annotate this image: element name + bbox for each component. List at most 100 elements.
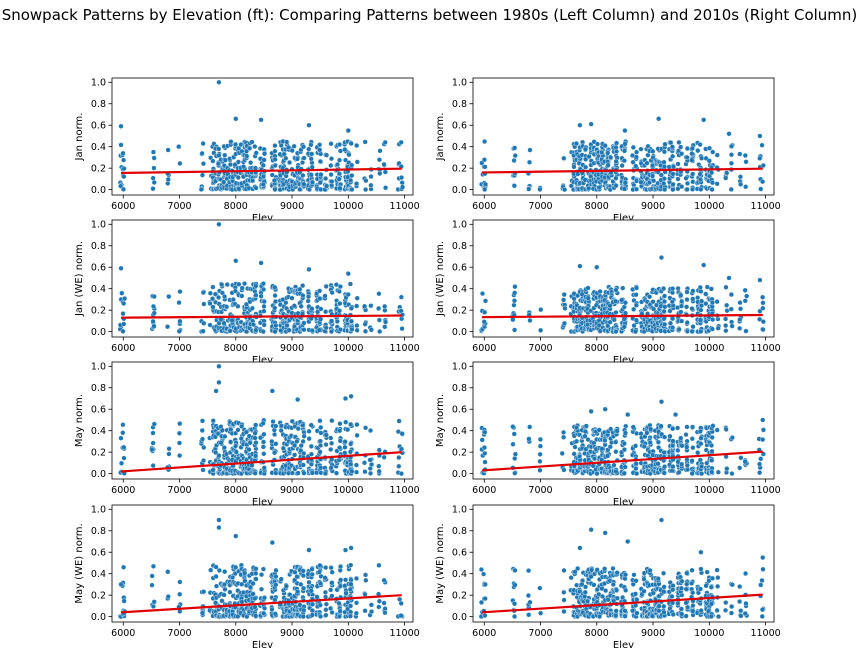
data-point	[376, 291, 382, 297]
data-point	[348, 461, 354, 467]
data-point	[527, 424, 533, 430]
data-point	[221, 293, 228, 300]
data-point	[343, 419, 349, 425]
data-point	[200, 161, 207, 167]
data-point	[260, 439, 267, 445]
x-tick-label: 6000	[111, 343, 135, 354]
data-point	[348, 421, 354, 427]
data-point	[216, 517, 222, 523]
y-axis-label: Jan norm.	[435, 113, 446, 162]
data-point	[232, 162, 238, 168]
data-point	[585, 436, 591, 443]
x-tick-label: 9000	[280, 628, 304, 639]
data-point	[165, 569, 171, 575]
data-point	[121, 166, 127, 172]
data-point	[689, 306, 695, 312]
data-point	[235, 427, 241, 433]
data-point	[760, 319, 766, 325]
data-point	[269, 606, 275, 613]
data-point	[560, 297, 567, 303]
data-point	[661, 584, 667, 590]
data-point	[252, 165, 259, 171]
data-point	[737, 300, 743, 306]
data-point	[661, 159, 667, 165]
data-point	[253, 570, 259, 576]
data-point	[649, 173, 656, 179]
data-point	[215, 294, 222, 301]
data-point	[224, 281, 230, 288]
data-point	[323, 283, 329, 290]
data-point	[305, 298, 311, 304]
y-axis-label: Jan (WE) norm.	[74, 241, 85, 317]
data-point	[537, 467, 543, 473]
data-point	[207, 322, 213, 328]
data-point	[758, 456, 764, 462]
y-tick-label: 0.4	[91, 142, 106, 153]
data-point	[661, 293, 668, 299]
data-point	[253, 283, 259, 289]
data-point	[679, 318, 685, 324]
data-point	[121, 455, 127, 461]
data-point	[571, 296, 577, 302]
data-point	[661, 603, 667, 609]
data-point	[150, 186, 156, 192]
data-point	[561, 320, 568, 326]
data-point	[613, 287, 619, 293]
data-point	[216, 221, 222, 227]
data-point	[209, 296, 216, 302]
data-point	[619, 163, 625, 169]
data-point	[482, 450, 488, 456]
data-point	[658, 517, 665, 523]
data-point	[120, 186, 127, 192]
data-point	[200, 140, 206, 147]
data-point	[250, 322, 257, 328]
data-point	[301, 470, 307, 476]
y-tick-label: 0.8	[452, 383, 467, 394]
data-point	[599, 446, 605, 452]
data-point	[562, 305, 568, 311]
data-point	[208, 567, 214, 573]
data-point	[328, 156, 335, 162]
data-point	[655, 576, 661, 582]
data-point	[261, 298, 267, 305]
data-point	[511, 431, 517, 437]
data-point	[235, 613, 241, 620]
data-point	[382, 324, 388, 330]
y-tick-label: 0.8	[91, 383, 106, 394]
data-point	[120, 157, 127, 163]
data-point	[695, 450, 701, 456]
data-point	[308, 156, 314, 162]
data-point	[670, 587, 676, 593]
x-tick-label: 8000	[224, 343, 248, 354]
data-point	[621, 304, 627, 310]
data-point	[309, 607, 315, 614]
data-point	[537, 585, 543, 591]
data-point	[613, 328, 619, 335]
data-point	[622, 141, 628, 147]
data-point	[309, 164, 315, 170]
data-point	[253, 292, 259, 298]
data-point	[323, 607, 329, 613]
data-point	[655, 461, 661, 467]
data-point	[232, 141, 239, 147]
data-point	[284, 322, 290, 329]
data-point	[690, 179, 696, 185]
y-axis-label: May (WE) norm.	[74, 523, 85, 603]
data-point	[347, 281, 353, 287]
data-point	[709, 469, 715, 475]
data-point	[742, 287, 748, 293]
data-point	[337, 563, 344, 570]
trend-line	[120, 594, 402, 614]
data-point	[723, 328, 729, 334]
data-point	[708, 170, 715, 176]
data-point	[676, 326, 682, 332]
data-point	[537, 186, 543, 193]
data-point	[349, 162, 355, 168]
data-point	[322, 470, 328, 476]
y-tick-label: 0.8	[91, 99, 106, 110]
y-axis-label: Jan norm.	[74, 113, 85, 162]
data-point	[683, 586, 689, 592]
data-point	[176, 300, 182, 306]
data-point	[573, 140, 580, 147]
